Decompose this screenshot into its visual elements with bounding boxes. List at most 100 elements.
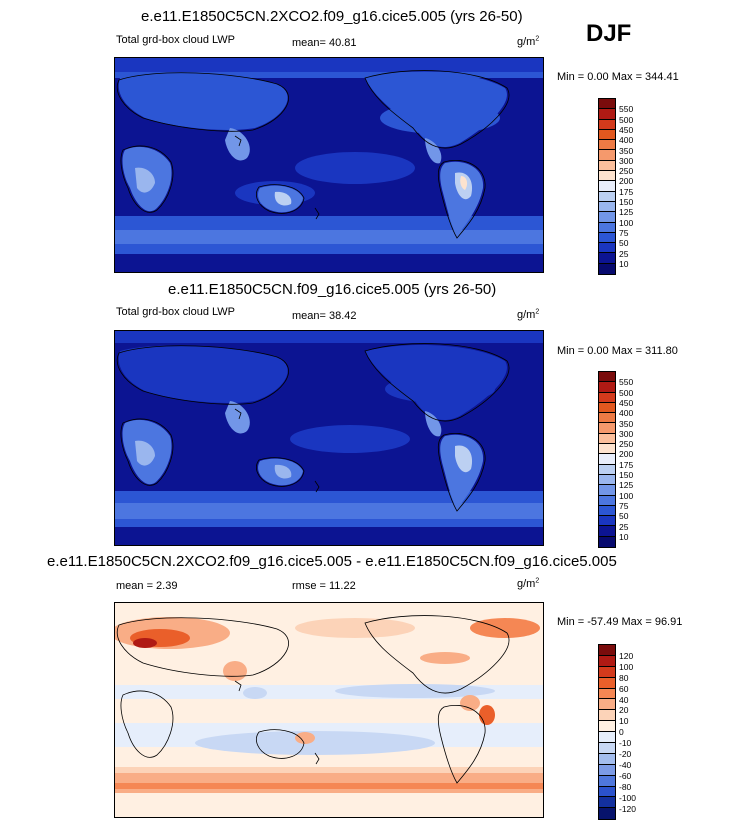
colorbar-tick-label: 75: [619, 500, 629, 511]
colorbar-swatch: [599, 775, 615, 787]
colorbar-swatch: [599, 808, 615, 820]
colorbar-tick-label: 100: [619, 217, 634, 228]
colorbar-swatch: [599, 201, 615, 213]
colorbar-tick-label: 20: [619, 705, 629, 716]
colorbar-tick-label: 200: [619, 176, 634, 187]
colorbar-swatch: [599, 677, 615, 689]
panel1-units: g/m2: [517, 35, 540, 48]
panel3-map-svg: [115, 603, 543, 817]
colorbar-swatch: [599, 688, 615, 700]
colorbar-swatch: [599, 191, 615, 202]
colorbar-tick-label: 500: [619, 114, 634, 125]
colorbar-swatch: [599, 710, 615, 722]
colorbar-swatch: [599, 160, 615, 172]
panel1-title: e.e11.E1850C5CN.2XCO2.f09_g16.cice5.005 …: [141, 8, 523, 25]
colorbar-tick-label: -100: [619, 792, 637, 803]
colorbar-swatch: [599, 454, 615, 465]
panel1-mean: mean= 40.81: [292, 37, 357, 49]
colorbar-swatch: [599, 372, 615, 383]
colorbar-tick-label: 50: [619, 511, 629, 522]
colorbar-swatch: [599, 382, 615, 393]
colorbar-tick-label: 25: [619, 521, 629, 532]
season-label: DJF: [586, 20, 632, 47]
colorbar-tick-label: 450: [619, 124, 634, 135]
panel2-map: [114, 330, 544, 546]
colorbar-tick-label: 250: [619, 166, 634, 177]
colorbar-swatch: [599, 433, 615, 445]
panel2-map-svg: [115, 331, 543, 545]
colorbar-tick-label: -60: [619, 770, 632, 781]
colorbar-swatch: [599, 109, 615, 120]
colorbar-tick-label: 25: [619, 248, 629, 259]
colorbar-swatch: [599, 464, 615, 475]
colorbar-tick-label: 300: [619, 155, 634, 166]
colorbar-swatch: [599, 495, 615, 506]
colorbar-tick-label: 150: [619, 470, 634, 480]
panel3-map: [114, 602, 544, 818]
colorbar-swatch: [599, 263, 615, 275]
panel1-map-svg: [115, 58, 543, 272]
colorbar-swatch: [599, 743, 615, 754]
colorbar-swatch: [599, 444, 615, 455]
colorbar-swatch: [599, 140, 615, 151]
colorbar-swatch: [599, 222, 615, 233]
colorbar-tick-label: -10: [619, 738, 632, 749]
colorbar-swatch: [599, 666, 615, 678]
colorbar-tick-label: 40: [619, 694, 629, 705]
colorbar-swatch: [599, 536, 615, 548]
colorbar-swatch: [599, 645, 615, 656]
colorbar-tick-label: -120: [619, 803, 637, 814]
colorbar-tick-label: 125: [619, 480, 634, 491]
colorbar-swatch: [599, 753, 615, 765]
colorbar-swatch: [599, 721, 615, 733]
colorbar-swatch: [599, 232, 615, 244]
colorbar-tick-label: 0: [619, 727, 624, 738]
colorbar-tick-label: 175: [619, 459, 634, 470]
colorbar-tick-label: 60: [619, 683, 629, 694]
colorbar-swatch: [599, 526, 615, 537]
colorbar-swatch: [599, 423, 615, 434]
colorbar-swatch: [599, 181, 615, 192]
colorbar-tick-label: 250: [619, 439, 634, 450]
colorbar-tick-label: 80: [619, 672, 629, 683]
colorbar-tick-label: 100: [619, 490, 634, 501]
colorbar-swatch: [599, 413, 615, 424]
colorbar-swatch: [599, 797, 615, 809]
panel2-colorbar: [598, 371, 616, 549]
panel3-rmse: rmse = 11.22: [292, 580, 356, 592]
colorbar-tick-label: 10: [619, 531, 629, 542]
colorbar-tick-label: 50: [619, 238, 629, 249]
panel1-field-label: Total grd-box cloud LWP: [116, 34, 236, 46]
colorbar-swatch: [599, 474, 615, 486]
panel3-title: e.e11.E1850C5CN.2XCO2.f09_g16.cice5.005 …: [47, 553, 617, 570]
panel2-minmax: Min = 0.00 Max = 311.80: [557, 345, 678, 357]
colorbar-swatch: [599, 516, 615, 527]
colorbar-tick-label: 10: [619, 258, 629, 269]
colorbar-tick-label: 550: [619, 104, 634, 115]
colorbar-swatch: [599, 392, 615, 403]
colorbar-swatch: [599, 485, 615, 496]
colorbar-tick-label: 550: [619, 377, 634, 388]
panel1-minmax: Min = 0.00 Max = 344.41: [557, 71, 679, 83]
colorbar-tick-label: 350: [619, 145, 634, 156]
panel3-units: g/m2: [517, 577, 540, 590]
colorbar-swatch: [599, 764, 615, 776]
colorbar-swatch: [599, 505, 615, 517]
colorbar-swatch: [599, 119, 615, 130]
colorbar-tick-label: 120: [619, 650, 634, 661]
colorbar-tick-label: 125: [619, 207, 634, 218]
colorbar-swatch: [599, 212, 615, 223]
colorbar-tick-label: 200: [619, 449, 634, 460]
colorbar-swatch: [599, 699, 615, 711]
colorbar-tick-label: 350: [619, 418, 634, 429]
colorbar-tick-label: -20: [619, 749, 632, 759]
colorbar-tick-label: 400: [619, 408, 634, 419]
colorbar-tick-label: 10: [619, 716, 629, 727]
colorbar-swatch: [599, 171, 615, 182]
colorbar-tick-label: 450: [619, 397, 634, 408]
colorbar-swatch: [599, 402, 615, 414]
panel2-units: g/m2: [517, 308, 540, 321]
colorbar-tick-label: 400: [619, 135, 634, 146]
panel1-colorbar: [598, 98, 616, 276]
colorbar-tick-label: 100: [619, 661, 634, 672]
